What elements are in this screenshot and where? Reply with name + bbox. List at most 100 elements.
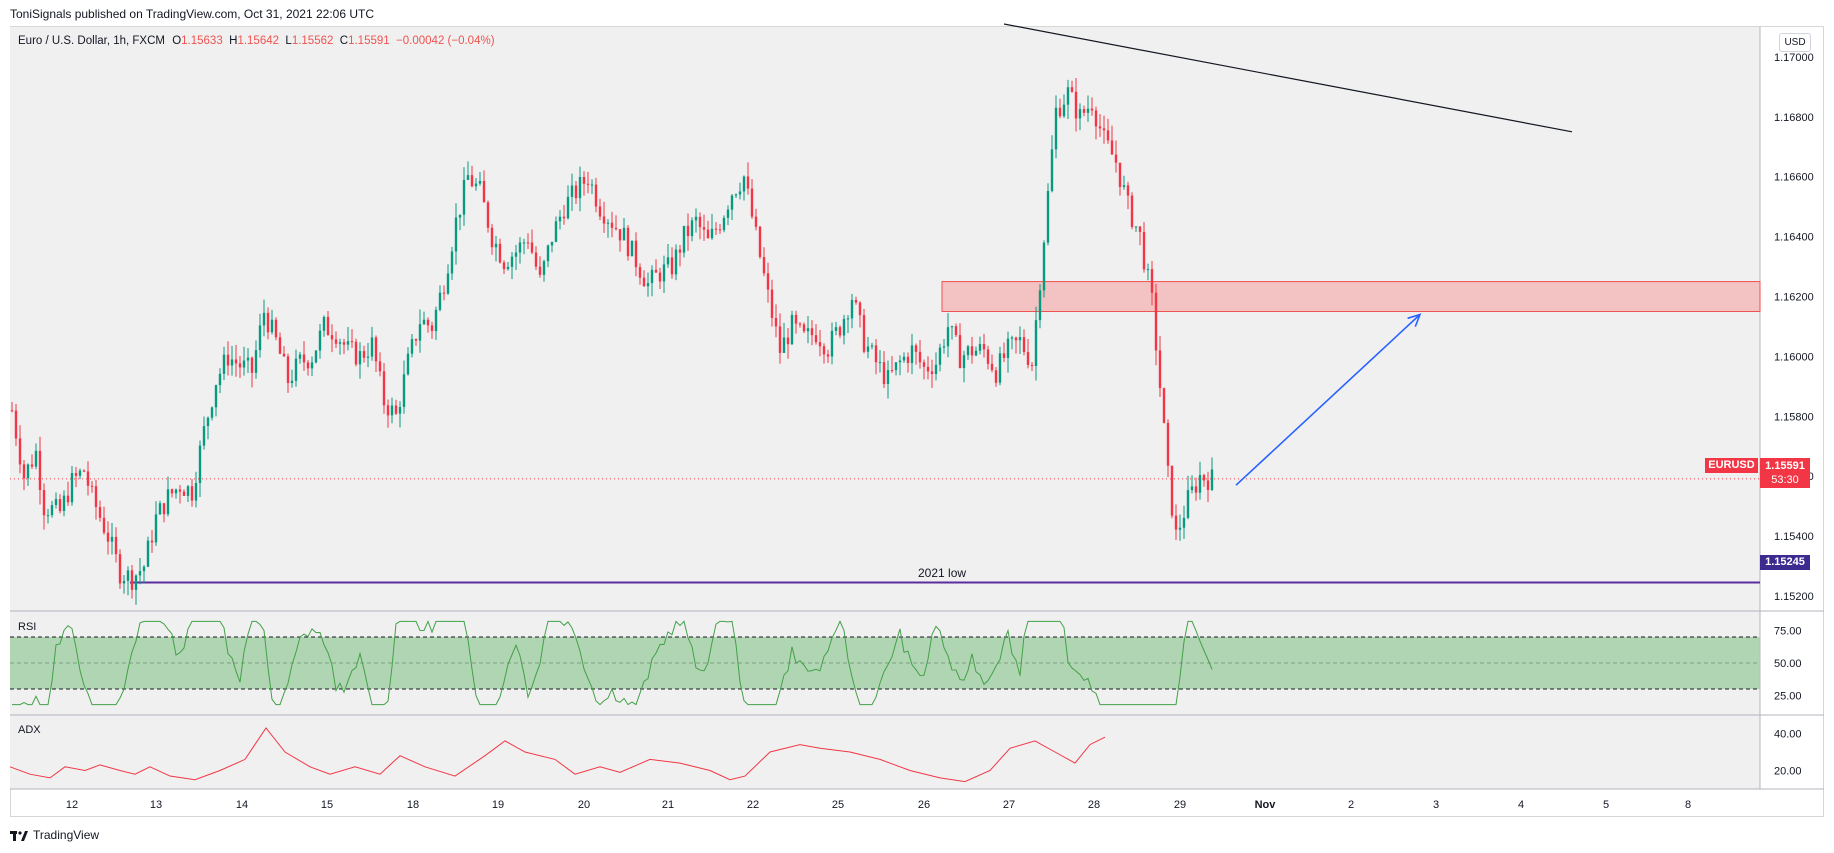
candle-body [406,353,410,375]
candle-body [418,324,422,341]
candle-body [422,319,426,325]
candle-body [1026,352,1030,365]
candle-body [658,272,662,282]
candle-body [1006,338,1010,359]
candle-body [1178,527,1182,530]
rsi-tick-label: 75.00 [1774,626,1802,638]
candle-body [878,362,882,364]
candle-body [314,350,318,363]
price-tick-label: 1.15800 [1774,411,1814,423]
candle-body [890,370,894,372]
candle-body [354,341,358,365]
candle-body [1098,126,1102,129]
candle-body [58,499,62,512]
candle-body [826,354,830,357]
candle-body [738,191,742,195]
candle-body [542,261,546,275]
candle-body [642,277,646,287]
candle-body [250,357,254,373]
candle-body [142,566,146,572]
time-tick-label: 19 [492,799,504,811]
candle-body [758,226,762,258]
candle-body [1042,242,1046,291]
candle-body [1182,517,1186,528]
candle-body [266,312,270,333]
candle-body [666,257,670,265]
time-tick-label: 18 [407,799,419,811]
candle-body [486,202,490,228]
candle-body [494,243,498,248]
candle-body [946,327,950,347]
candle-body [814,335,818,343]
candle-body [146,540,150,567]
candle-body [778,326,782,353]
candle-body [1062,104,1066,117]
candle-body [374,337,378,362]
candle-body [1046,190,1050,243]
candle-body [186,486,190,496]
candle-body [1158,350,1162,389]
resistance-zone [941,281,1761,313]
candle-body [306,362,310,369]
time-tick-label: 28 [1088,799,1100,811]
candle-body [958,335,962,369]
candle-body [330,335,334,340]
candle-body [294,358,298,381]
candle-body [1102,128,1106,131]
candle-body [990,363,994,371]
candle-body [786,337,790,345]
candle-body [1130,195,1134,227]
candle-body [398,406,402,414]
candle-body [414,339,418,341]
candle-body [218,373,222,386]
rsi-pane-label: RSI [18,621,37,633]
candle-body [14,410,18,439]
candle-body [854,299,858,303]
candle-body [470,175,474,187]
candle-body [170,489,174,494]
candle-body [302,354,306,363]
candle-body [42,490,46,516]
candle-body [1190,486,1194,491]
candle-body [1022,337,1026,353]
legend-ohlc: O1.15633 H1.15642 L1.15562 C1.15591 −0.0… [172,35,495,47]
candle-body [1122,185,1126,187]
legend-change: −0.00042 (−0.04%) [396,35,495,47]
candle-body [850,299,854,319]
candle-body [926,366,930,372]
candle-body [1146,269,1150,271]
adx-pane-label: ADX [18,724,41,736]
candle-body [746,176,750,189]
candle-body [982,344,986,350]
candle-body [630,240,634,257]
candle-body [270,319,274,333]
candle-body [1054,107,1058,150]
candle-body [386,405,390,416]
candle-body [434,309,438,332]
candle-body [166,489,170,515]
candle-body [62,495,66,512]
candle-body [158,503,162,515]
candle-body [754,216,758,227]
candle-body [782,337,786,353]
candle-body [922,362,926,367]
candle-body [750,188,754,217]
candle-body [474,183,478,187]
candle-body [274,319,278,338]
symbol-tag: EURUSD [1705,458,1758,473]
candle-body [594,184,598,207]
candle-body [534,252,538,267]
candle-body [282,353,286,357]
time-tick-label: 21 [662,799,674,811]
currency-button[interactable]: USD [1779,33,1811,52]
candle-body [370,337,374,357]
candle-body [978,344,982,351]
candle-body [1174,515,1178,530]
candle-body [10,410,14,412]
candle-body [886,370,890,385]
candle-body [190,486,194,501]
candle-body [822,346,826,355]
candle-body [934,364,938,375]
candle-body [874,345,878,363]
